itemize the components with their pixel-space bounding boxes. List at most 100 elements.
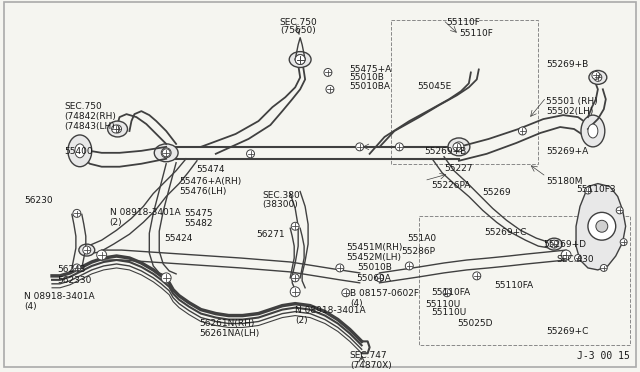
Text: SEC.430: SEC.430 [556,255,594,264]
Text: 56230: 56230 [24,196,53,205]
Ellipse shape [588,124,598,138]
Text: 55269+C: 55269+C [484,228,527,237]
Circle shape [295,55,305,64]
Ellipse shape [75,144,85,158]
Text: 55010BA: 55010BA [350,82,391,92]
Text: 562330: 562330 [57,276,92,285]
Circle shape [596,220,608,232]
Circle shape [336,264,344,272]
Circle shape [620,239,627,246]
Text: 55010B: 55010B [358,263,392,272]
Circle shape [161,273,171,283]
Circle shape [518,127,527,135]
Ellipse shape [547,238,562,250]
Text: 55476(LH): 55476(LH) [179,187,227,196]
Text: 55424: 55424 [164,234,193,243]
Circle shape [443,289,451,297]
Text: 55010B: 55010B [350,73,385,83]
Text: 56261NA(LH): 56261NA(LH) [199,330,259,339]
Text: (2): (2) [109,218,122,227]
Text: 55502(LH): 55502(LH) [547,107,594,116]
Text: 55180M: 55180M [547,177,583,186]
Circle shape [405,262,413,270]
Text: (74870X): (74870X) [350,361,392,370]
Text: 551A0: 551A0 [407,234,436,243]
Text: 55482: 55482 [184,219,212,228]
Text: J-3 00 15: J-3 00 15 [577,351,630,361]
Circle shape [162,149,170,157]
Text: 55110F: 55110F [446,18,480,27]
Circle shape [83,246,91,254]
Ellipse shape [289,52,311,67]
Polygon shape [576,184,626,270]
Text: SEC.750: SEC.750 [279,18,317,27]
Text: 55110U: 55110U [425,300,460,309]
Circle shape [290,287,300,297]
Circle shape [575,254,582,262]
Text: SEC.380: SEC.380 [262,190,300,199]
Ellipse shape [68,135,92,167]
Text: 55452M(LH): 55452M(LH) [346,253,401,262]
Text: SEC.747: SEC.747 [350,351,387,360]
Text: 55110U: 55110U [431,308,467,317]
Text: B 08157-0602F: B 08157-0602F [350,289,419,298]
Text: 56261N(RH): 56261N(RH) [199,318,254,328]
Circle shape [396,143,403,151]
Circle shape [592,71,600,79]
Text: N 08918-3401A: N 08918-3401A [24,292,95,301]
Text: 55045E: 55045E [417,82,451,92]
Circle shape [561,250,571,260]
Circle shape [454,142,464,152]
Circle shape [453,143,461,151]
Text: 55269+C: 55269+C [547,327,589,337]
Circle shape [111,125,120,133]
Ellipse shape [154,144,178,162]
Text: 55269+B: 55269+B [424,147,467,156]
Text: 55501 (RH): 55501 (RH) [547,97,598,106]
Text: 55269: 55269 [483,187,511,196]
Text: 55110FA: 55110FA [495,281,534,290]
Text: 55475+A: 55475+A [350,64,392,74]
Text: 55269+A: 55269+A [547,147,589,156]
Text: (4): (4) [24,302,37,311]
Ellipse shape [448,138,470,156]
Circle shape [342,289,350,297]
Circle shape [588,212,616,240]
Text: (74842(RH): (74842(RH) [64,112,116,121]
Text: 55474: 55474 [196,165,225,174]
Circle shape [356,143,364,151]
Circle shape [113,125,122,133]
Ellipse shape [108,121,127,137]
Text: 55227: 55227 [444,164,472,173]
Text: (4): (4) [350,299,362,308]
Circle shape [97,250,107,260]
Text: 55110F3: 55110F3 [576,185,616,193]
Circle shape [594,73,602,81]
Text: 55475: 55475 [184,209,212,218]
Circle shape [600,264,607,272]
Text: (75650): (75650) [280,26,316,35]
Circle shape [161,148,171,158]
Text: 56271: 56271 [257,230,285,239]
Ellipse shape [589,70,607,84]
Circle shape [616,207,623,214]
Text: N 08918-3401A: N 08918-3401A [295,306,366,315]
Circle shape [291,274,299,282]
Circle shape [326,85,334,93]
Circle shape [473,272,481,280]
Text: 55060A: 55060A [356,274,392,283]
Text: (74843(LH): (74843(LH) [64,122,115,131]
Circle shape [295,55,305,64]
Text: 56243: 56243 [57,265,86,274]
Text: 55269+D: 55269+D [543,240,586,249]
Circle shape [73,264,81,272]
Text: 55476+A(RH): 55476+A(RH) [179,177,241,186]
Text: 55400: 55400 [64,147,93,156]
Circle shape [550,240,558,248]
Text: 55286P: 55286P [401,247,435,256]
Circle shape [73,209,81,217]
Circle shape [291,222,299,230]
Text: N 08918-3401A: N 08918-3401A [109,208,180,217]
Circle shape [246,150,255,158]
Text: (38300): (38300) [262,201,298,209]
